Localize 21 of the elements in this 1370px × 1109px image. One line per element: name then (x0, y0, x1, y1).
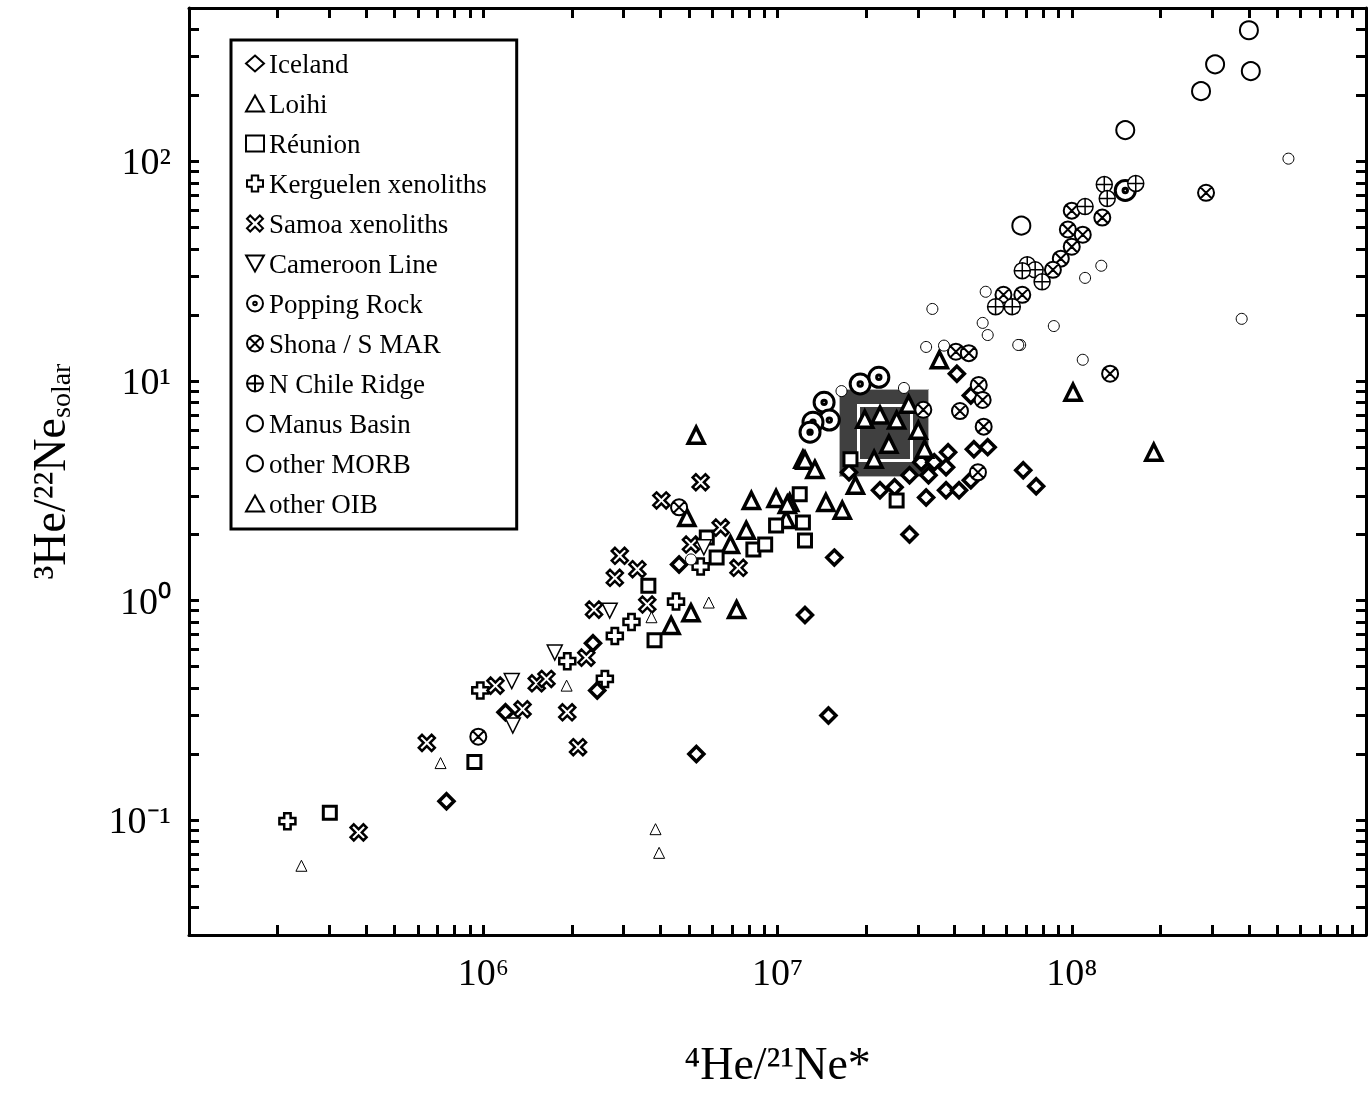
legend-label: Kerguelen xenoliths (269, 168, 487, 199)
legend-label: other OIB (269, 488, 378, 519)
y-tick-label: 10² (121, 140, 171, 183)
x-tick-label: 10⁷ (751, 951, 804, 993)
y-tick-label: 10¹ (121, 360, 171, 403)
x-tick-label: 10⁶ (457, 951, 509, 993)
legend-label: Iceland (269, 48, 349, 79)
legend-label: Popping Rock (269, 288, 424, 319)
legend-label: Samoa xenoliths (269, 208, 449, 239)
y-axis-title: ³He/²²Nesolar (23, 362, 76, 580)
legend-label: Shona / S MAR (269, 328, 441, 359)
legend-label: Réunion (269, 128, 361, 159)
legend-label: Manus Basin (269, 408, 412, 439)
y-tick-label: 10⁰ (120, 579, 171, 622)
legend-label: N Chile Ridge (269, 368, 425, 399)
legend-label: other MORB (269, 448, 411, 479)
legend-label: Cameroon Line (269, 248, 438, 279)
y-tick-label: 10⁻¹ (108, 799, 171, 842)
legend-label: Loihi (269, 88, 328, 119)
x-tick-label: 10⁸ (1046, 951, 1098, 993)
x-axis-title: ⁴He/²¹Ne* (684, 1037, 871, 1089)
